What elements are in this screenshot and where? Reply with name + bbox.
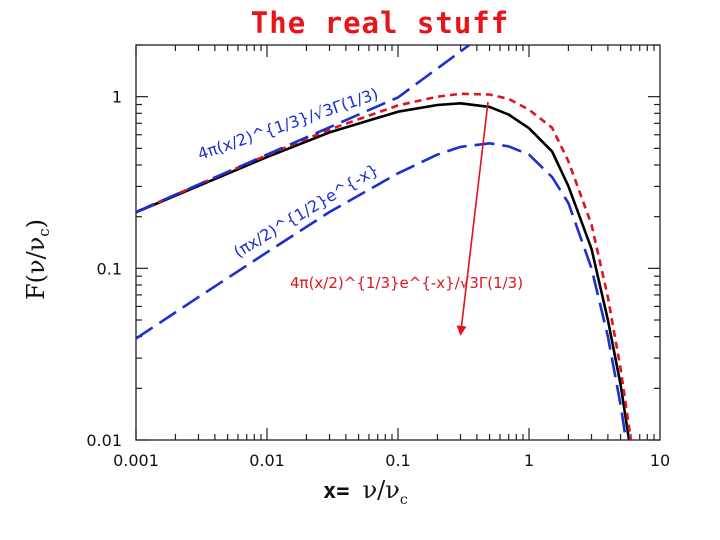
data-curves — [136, 45, 633, 440]
x-tick-label: 10 — [650, 451, 670, 470]
y-tick-label: 1 — [112, 88, 122, 107]
y-tick-label: 0.01 — [86, 431, 122, 450]
annotation-arrow — [456, 101, 489, 336]
plot-frame — [135, 44, 661, 441]
y-tick-label: 0.1 — [97, 259, 122, 278]
annotations: 4π(x/2)^{1/3}/√3Γ(1/3)(πx/2)^{1/2}e^{-x}… — [195, 84, 523, 336]
x-tick-label: 0.001 — [113, 451, 159, 470]
series-line-1 — [136, 92, 633, 440]
x-tick-label: 1 — [524, 451, 534, 470]
axis-ticks — [135, 44, 660, 441]
series-line-2 — [136, 45, 471, 214]
x-tick-label: 0.1 — [385, 451, 410, 470]
slide-title: The real stuff — [250, 6, 510, 40]
series-line-0 — [136, 102, 631, 440]
annotation-asymptote-high: (πx/2)^{1/2}e^{-x} — [230, 160, 382, 262]
y-axis-title: F(ν/νc) — [22, 219, 53, 300]
x-axis-title: x= ν/νc — [323, 476, 408, 508]
x-tick-label: 0.01 — [249, 451, 285, 470]
annotation-asymptote-low: 4π(x/2)^{1/3}/√3Γ(1/3) — [195, 84, 381, 164]
annotation-approximation: 4π(x/2)^{1/3}e^{-x}/√3Γ(1/3) — [290, 274, 523, 292]
series-line-3 — [136, 142, 628, 440]
